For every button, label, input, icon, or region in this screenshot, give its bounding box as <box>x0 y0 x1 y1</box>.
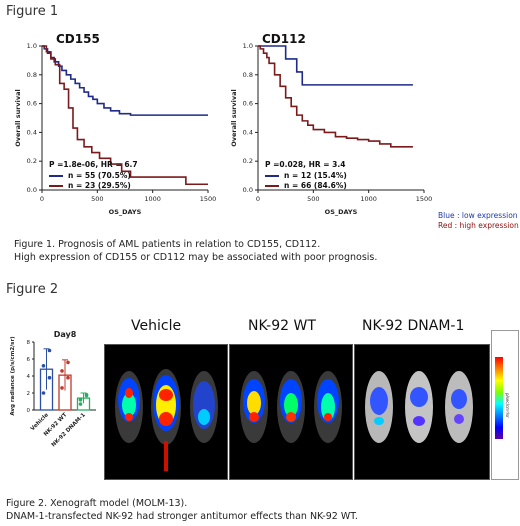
figure1-heading: Figure 1 <box>6 4 59 19</box>
figure1-caption-line2: High expression of CD155 or CD112 may be… <box>14 252 378 263</box>
km-cd155-title: CD155 <box>56 32 100 46</box>
data-point <box>41 391 46 395</box>
x-tick-label: 500 <box>307 195 319 203</box>
x-tick-label: 1000 <box>144 195 161 203</box>
y-tick-label: 0.4 <box>27 128 37 136</box>
legend-high-cd155: n = 23 (29.5%) <box>49 181 131 190</box>
y-tick-label: 0.4 <box>243 128 253 136</box>
y-tick-label: 8 <box>27 340 31 346</box>
survival-curve-low <box>258 45 413 86</box>
legend-low-cd155: n = 55 (70.5%) <box>49 171 131 180</box>
figure1-caption: Figure 1. Prognosis of AML patients in r… <box>14 238 377 264</box>
y-tick-label: 0.6 <box>243 100 253 108</box>
imaging-panel-vehicle <box>104 344 228 480</box>
km-cd155-plot: 0.0 0.2 0.4 0.6 0.8 1.0 0 500 1000 1500 OS_DAYS Ove… <box>14 42 217 216</box>
data-point <box>47 348 52 353</box>
x-tick-label: 1500 <box>416 195 433 203</box>
color-scale-bar: p/sec/cm²/sr <box>491 330 519 480</box>
y-tick-label: 0.8 <box>243 71 253 79</box>
y-tick-label: 2 <box>27 391 31 397</box>
legend-label-low: n = 12 (15.4%) <box>284 171 347 180</box>
legend-line-high <box>265 184 279 187</box>
legend-line-low <box>265 174 279 177</box>
x-tick-label: 1500 <box>200 195 217 203</box>
y-tick-label: 0.8 <box>27 71 37 79</box>
imaging-panel-nk92-dnam1 <box>354 344 490 480</box>
y-tick-label: 0.6 <box>27 100 37 108</box>
km-cd112-title: CD112 <box>262 32 306 46</box>
y-tick-label: 0.2 <box>27 157 37 165</box>
legend-low-cd112: n = 12 (15.4%) <box>265 171 347 180</box>
y-tick-label: 0.0 <box>27 186 37 194</box>
color-scale-unit: p/sec/cm²/sr <box>505 393 510 418</box>
y-tick-label: 1.0 <box>27 42 37 50</box>
km-cd155-legend: n = 55 (70.5%) n = 23 (29.5%) <box>49 171 131 190</box>
survival-curve-low <box>42 45 208 116</box>
y-tick-label: 4 <box>27 374 31 380</box>
x-tick-label: 500 <box>91 195 103 203</box>
figure2-caption: Figure 2. Xenograft model (MOLM-13). DNA… <box>6 497 358 523</box>
imaging-label-vehicle: Vehicle <box>131 318 182 334</box>
km-cd112-legend: n = 12 (15.4%) n = 66 (84.6%) <box>265 171 347 190</box>
data-point <box>84 393 89 398</box>
bar-chart-title: Day8 <box>54 330 77 339</box>
legend-label-high: n = 66 (84.6%) <box>284 181 347 190</box>
survival-curve-high <box>42 45 208 186</box>
y-axis-label: Overall survival <box>14 89 22 147</box>
y-tick-label: 0.0 <box>243 186 253 194</box>
figure2-heading: Figure 2 <box>6 282 59 297</box>
km-cd112-plot: 0.0 0.2 0.4 0.6 0.8 1.0 0 500 1000 1500 OS_DAYS Ove… <box>230 42 433 216</box>
data-point <box>47 375 52 380</box>
data-point <box>41 364 46 368</box>
km-cd112-stat: P =0.028, HR = 3.4 <box>265 160 346 169</box>
x-tick-label: 0 <box>40 195 44 203</box>
legend-label-high: n = 23 (29.5%) <box>68 181 131 190</box>
imaging-panel-nk92-wt <box>229 344 353 480</box>
figure2-caption-line1: Figure 2. Xenograft model (MOLM-13). <box>6 498 188 509</box>
figure1-caption-line1: Figure 1. Prognosis of AML patients in r… <box>14 239 321 250</box>
data-point <box>78 402 83 406</box>
x-axis-label: OS_DAYS <box>325 208 358 216</box>
mice-image-nk92-dnam1 <box>365 371 473 443</box>
data-point <box>66 375 70 380</box>
data-point <box>60 369 64 373</box>
x-tick-label: 1000 <box>360 195 377 203</box>
expression-legend-red: Red : high expression <box>438 221 519 230</box>
figure2-caption-line2: DNAM-1-transfected NK-92 had stronger an… <box>6 511 358 522</box>
y-tick-label: 0.2 <box>243 157 253 165</box>
imaging-label-nk92-wt: NK-92 WT <box>248 318 316 334</box>
y-tick-label: 0 <box>27 408 31 414</box>
legend-high-cd112: n = 66 (84.6%) <box>265 181 347 190</box>
category-label: NK-92 DNAM-1 <box>51 412 87 448</box>
y-tick-label: 6 <box>27 357 31 363</box>
survival-curve-high <box>258 45 413 148</box>
data-point <box>66 360 70 365</box>
color-scale-gradient <box>495 357 503 439</box>
km-cd155-stat: P =1.8e-06, HR = 6.7 <box>49 160 138 169</box>
expression-legend-blue: Blue : low expression <box>438 211 518 220</box>
x-tick-label: 0 <box>256 195 260 203</box>
data-point <box>60 386 64 390</box>
y-axis-label: Overall survival <box>230 89 238 147</box>
legend-line-high <box>49 184 63 187</box>
expression-legend: Blue : low expression Red : high express… <box>438 211 519 231</box>
mice-image-nk92-wt <box>240 371 342 443</box>
y-tick-label: 1.0 <box>243 42 253 50</box>
imaging-label-nk92-dnam1: NK-92 DNAM-1 <box>362 318 465 334</box>
legend-label-low: n = 55 (70.5%) <box>68 171 131 180</box>
legend-line-low <box>49 174 63 177</box>
y-axis-label: Avg radiance (p/s/cm2/sr) <box>10 336 16 416</box>
data-point <box>78 398 83 402</box>
mice-image-vehicle <box>115 369 218 471</box>
x-axis-label: OS_DAYS <box>109 208 142 216</box>
